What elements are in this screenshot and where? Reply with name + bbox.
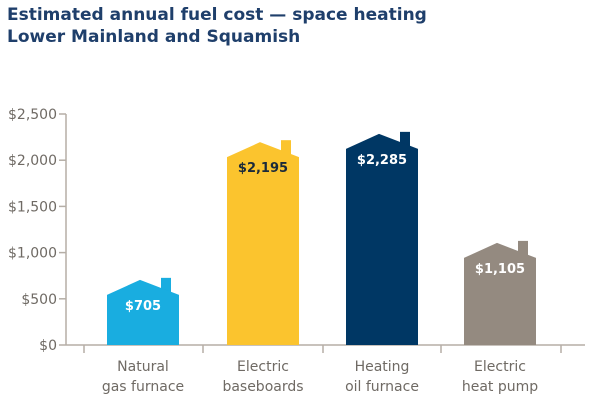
category-label-line: heat pump bbox=[462, 379, 538, 395]
y-tick-label: $1,000 bbox=[8, 246, 57, 262]
category-label-line: baseboards bbox=[222, 379, 303, 395]
bars: $705 $2,195 $2,285 $1,105 bbox=[107, 131, 536, 345]
y-tick-label: $2,000 bbox=[8, 153, 57, 169]
y-tick-label: $2,500 bbox=[8, 107, 57, 123]
bar bbox=[227, 142, 299, 345]
bar bbox=[346, 133, 418, 345]
category-label-line: Electric bbox=[474, 359, 526, 375]
data-label: $2,195 bbox=[238, 161, 288, 176]
bar-chimney bbox=[400, 131, 410, 152]
data-label: $1,105 bbox=[475, 262, 525, 277]
category-label-line: gas furnace bbox=[102, 379, 184, 395]
category-label-line: Electric bbox=[237, 359, 289, 375]
category-label: Electric baseboards bbox=[222, 359, 303, 395]
category-label: Heating oil furnace bbox=[345, 359, 419, 395]
category-label: Electric heat pump bbox=[462, 359, 538, 395]
bar bbox=[107, 279, 179, 345]
bar-chimney bbox=[518, 240, 528, 261]
category-label: Natural gas furnace bbox=[102, 359, 184, 395]
data-label: $2,285 bbox=[357, 153, 407, 168]
bar-chimney bbox=[161, 277, 171, 298]
chart-title: Estimated annual fuel cost — space heati… bbox=[7, 5, 427, 25]
chart-subtitle: Lower Mainland and Squamish bbox=[7, 27, 301, 47]
bar bbox=[464, 242, 536, 345]
category-labels: Natural gas furnace Electric baseboards Heat… bbox=[102, 359, 538, 395]
y-tick-label: $1,500 bbox=[8, 199, 57, 215]
category-label-line: Heating bbox=[355, 359, 410, 375]
category-label-line: Natural bbox=[117, 359, 169, 375]
data-label: $705 bbox=[125, 299, 161, 314]
chart-title-block: Estimated annual fuel cost — space heati… bbox=[7, 4, 427, 48]
y-tick-label: $500 bbox=[21, 292, 57, 308]
y-tick-label: $0 bbox=[39, 338, 57, 354]
bar-chimney bbox=[281, 140, 291, 161]
category-label-line: oil furnace bbox=[345, 379, 419, 395]
